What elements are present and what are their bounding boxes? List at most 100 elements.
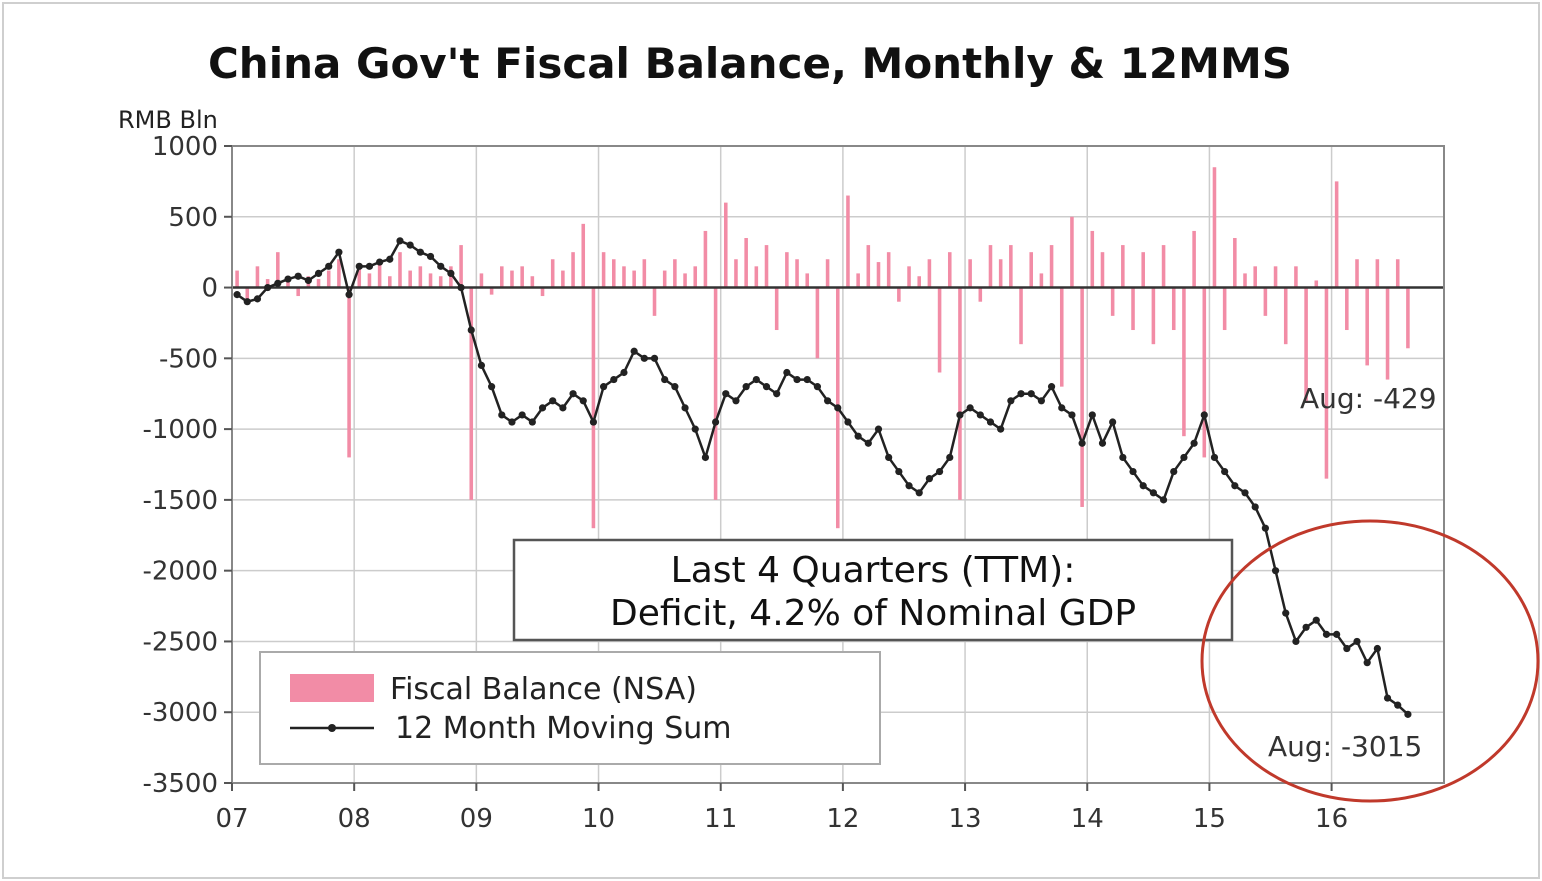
legend-bar-swatch (290, 674, 374, 702)
moving-sum-point (620, 368, 628, 377)
fiscal-balance-bar (326, 270, 331, 288)
moving-sum-point (895, 467, 903, 476)
moving-sum-point (1221, 467, 1229, 476)
fiscal-balance-bar (1283, 287, 1288, 345)
moving-sum-point (335, 248, 343, 256)
moving-sum-point (610, 375, 618, 384)
moving-sum-point (915, 489, 923, 497)
fiscal-balance-bar (632, 270, 636, 288)
moving-sum-point (783, 368, 791, 377)
fiscal-balance-bar (1049, 245, 1054, 288)
y-tick-label: -2500 (142, 627, 218, 657)
fiscal-balance-bar (754, 266, 759, 288)
fiscal-balance-bar (1212, 167, 1217, 288)
fiscal-balance-bar (1100, 252, 1105, 288)
fiscal-balance-bar (377, 262, 382, 288)
fiscal-balance-bar (1243, 273, 1247, 288)
fiscal-balance-bar (510, 270, 514, 288)
fiscal-balance-bar (1059, 287, 1064, 387)
fiscal-balance-bar (1233, 238, 1237, 288)
legend-label-moving-sum: 12 Month Moving Sum (395, 711, 731, 746)
fiscal-balance-bar (723, 202, 728, 288)
moving-sum-point (1078, 439, 1086, 447)
annotation-aug-fiscal-balance: Aug: -429 (1300, 382, 1437, 415)
moving-sum-point (1139, 482, 1147, 490)
fiscal-balance-bar (907, 266, 911, 288)
moving-sum-point (1394, 701, 1402, 709)
fiscal-balance-bar (1009, 245, 1013, 288)
y-tick-label: -2000 (142, 557, 218, 587)
moving-sum-point (1251, 503, 1259, 511)
fiscal-balance-bar (703, 230, 708, 288)
moving-sum-point (1241, 489, 1249, 497)
ttm-annotation-line1: Last 4 Quarters (TTM): (671, 550, 1076, 591)
moving-sum-point (1159, 496, 1168, 504)
x-tick-label: 10 (582, 804, 615, 834)
fiscal-balance-bar (1365, 287, 1369, 366)
moving-sum-point (1383, 694, 1392, 702)
moving-sum-point (874, 425, 883, 433)
moving-sum-point (711, 418, 720, 426)
moving-sum-point (477, 361, 486, 370)
chart-title: China Gov't Fiscal Balance, Monthly & 12… (208, 39, 1292, 88)
fiscal-balance-bar (734, 259, 738, 288)
fiscal-balance-bar (388, 276, 392, 288)
moving-sum-point (406, 241, 414, 249)
fiscal-balance-bar (846, 195, 850, 288)
fiscal-balance-bar (998, 259, 1003, 288)
moving-sum-point (579, 397, 587, 405)
fiscal-balance-bar (540, 287, 545, 297)
fiscal-balance-bar (1385, 287, 1390, 380)
moving-sum-point (1363, 659, 1371, 667)
fiscal-balance-bar (1263, 287, 1268, 316)
moving-sum-point (854, 432, 862, 440)
legend-label-fiscal-balance: Fiscal Balance (NSA) (390, 672, 697, 707)
fiscal-balance-bar (1345, 287, 1349, 331)
fiscal-balance-bar (937, 287, 942, 373)
fiscal-balance-bar (255, 266, 260, 288)
fiscal-balance-bar (601, 252, 606, 288)
fiscal-balance-bar (1395, 259, 1400, 288)
moving-sum-point (1282, 609, 1290, 617)
moving-sum-point (508, 418, 516, 426)
moving-sum-point (1343, 644, 1351, 653)
fiscal-balance-bar (1131, 287, 1135, 331)
moving-sum-point (518, 411, 526, 419)
x-tick-label: 12 (826, 804, 859, 834)
plot-border (231, 145, 1445, 784)
moving-sum-point (661, 375, 669, 384)
moving-sum-line (233, 237, 1412, 718)
moving-sum-point (1373, 644, 1381, 653)
moving-sum-point (997, 425, 1005, 433)
moving-sum-point (956, 411, 964, 419)
moving-sum-point (1190, 439, 1198, 447)
y-tick-label: -3000 (142, 698, 218, 728)
moving-sum-point (467, 326, 475, 334)
highlight-circle (1200, 519, 1540, 803)
fiscal-balance-bar (1192, 230, 1196, 288)
x-tick-label: 14 (1071, 804, 1104, 834)
fiscal-balance-bar (1222, 287, 1227, 331)
fiscal-balance-bar (520, 266, 524, 288)
moving-sum-point (1088, 411, 1096, 419)
fiscal-balance-bar (1324, 287, 1329, 479)
fiscal-balance-bar (744, 238, 748, 288)
fiscal-balance-bar (713, 287, 718, 500)
fiscal-balance-bar (917, 276, 922, 288)
fiscal-balance-bar (1151, 287, 1156, 345)
moving-sum-point (681, 404, 689, 412)
ttm-annotation-box: Last 4 Quarters (TTM): Deficit, 4.2% of … (512, 538, 1234, 642)
fiscal-balance-bar (856, 273, 860, 288)
fiscal-balance-bar (500, 266, 504, 288)
moving-sum-point (701, 453, 710, 462)
moving-sum-point (488, 383, 496, 391)
moving-sum-point (365, 262, 374, 270)
moving-sum-point (742, 383, 750, 391)
fiscal-balance-bar (428, 273, 433, 288)
moving-sum-point (793, 375, 801, 384)
legend: Fiscal Balance (NSA) 12 Month Moving Sum (259, 651, 881, 765)
fiscal-balance-bar (469, 287, 474, 500)
fiscal-balance-bar (1070, 216, 1074, 288)
fiscal-balance-bar (1375, 259, 1380, 288)
